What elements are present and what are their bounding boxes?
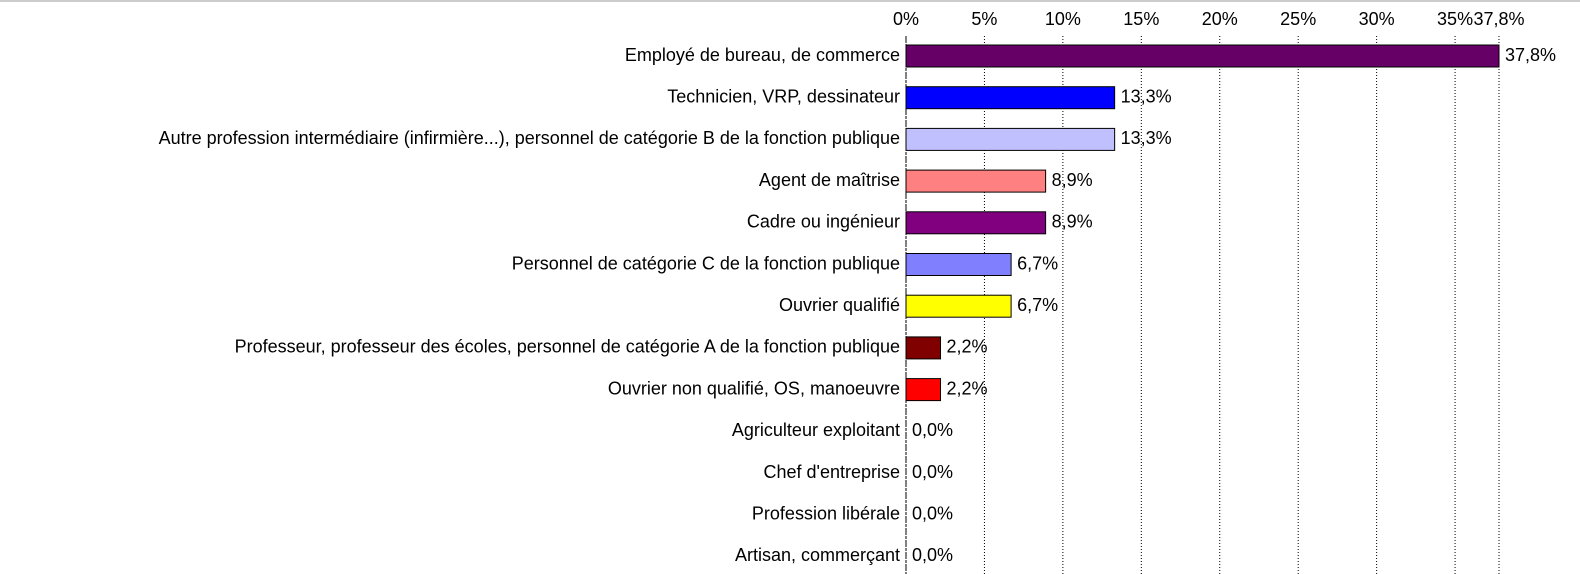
x-tick-label: 35% — [1437, 9, 1473, 29]
bar — [905, 127, 1116, 151]
y-tick-label: Ouvrier qualifié — [779, 295, 900, 315]
value-label: 0,0% — [912, 545, 953, 565]
y-tick-label: Technicien, VRP, dessinateur — [667, 86, 900, 106]
y-tick-label: Professeur, professeur des écoles, perso… — [235, 337, 900, 357]
value-label: 6,7% — [1017, 295, 1058, 315]
y-tick-label: Personnel de catégorie C de la fonction … — [512, 253, 900, 273]
value-label: 8,9% — [1052, 212, 1093, 232]
x-tick-label: 0% — [893, 9, 919, 29]
y-tick-label: Autre profession intermédiaire (infirmiè… — [159, 128, 900, 148]
y-tick-label: Ouvrier non qualifié, OS, manoeuvre — [608, 378, 900, 398]
bar — [905, 86, 1116, 110]
bar — [905, 44, 1500, 68]
y-tick-label: Employé de bureau, de commerce — [625, 45, 900, 65]
value-label: 0,0% — [912, 420, 953, 440]
value-label: 13,3% — [1121, 128, 1172, 148]
value-label: 13,3% — [1121, 86, 1172, 106]
y-tick-label: Agriculteur exploitant — [732, 420, 900, 440]
bar — [905, 378, 942, 402]
y-tick-label: Agent de maîtrise — [759, 170, 900, 190]
x-tick-label: 15% — [1123, 9, 1159, 29]
x-tick-label: 20% — [1202, 9, 1238, 29]
value-label: 0,0% — [912, 462, 953, 482]
x-tick-label: 30% — [1359, 9, 1395, 29]
y-tick-label: Chef d'entreprise — [763, 462, 900, 482]
bar — [905, 211, 1047, 235]
value-label: 2,2% — [947, 337, 988, 357]
y-tick-label: Cadre ou ingénieur — [747, 212, 900, 232]
bar — [905, 294, 1012, 318]
value-label: 37,8% — [1505, 45, 1556, 65]
x-tick-label: 25% — [1280, 9, 1316, 29]
value-label: 6,7% — [1017, 253, 1058, 273]
x-tick-label: 10% — [1045, 9, 1081, 29]
bar — [905, 253, 1012, 276]
x-tick-label: 37,8% — [1473, 9, 1524, 29]
bar — [905, 169, 1047, 193]
y-tick-label: Profession libérale — [752, 503, 900, 523]
y-tick-label: Artisan, commerçant — [735, 545, 900, 565]
bar — [905, 336, 942, 360]
value-label: 2,2% — [947, 378, 988, 398]
value-label: 0,0% — [912, 503, 953, 523]
x-tick-label: 5% — [971, 9, 997, 29]
value-label: 8,9% — [1052, 170, 1093, 190]
